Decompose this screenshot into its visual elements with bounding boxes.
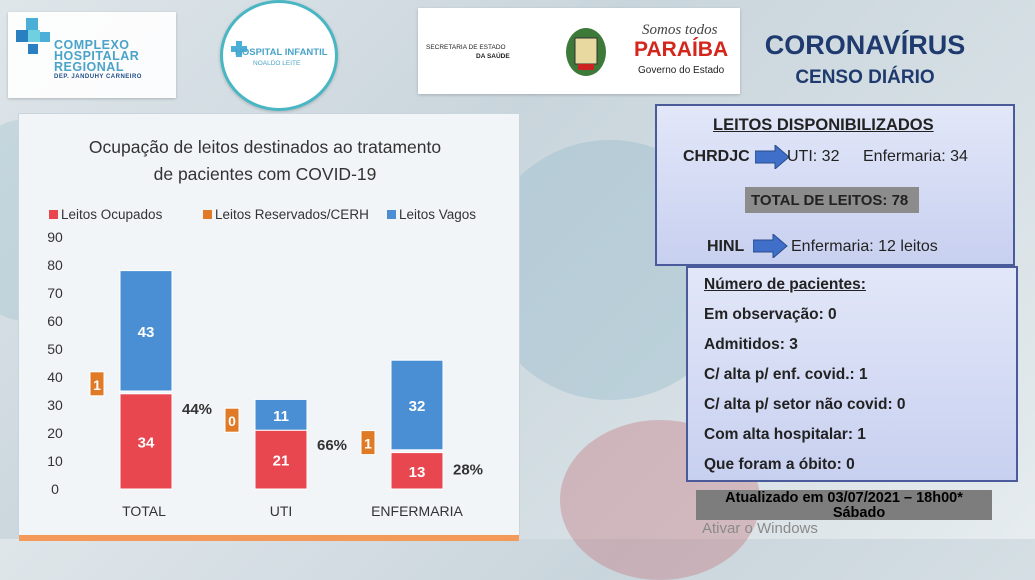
paraiba-text: PARAÍBA [634,38,729,61]
y-tick-label: 30 [47,397,63,413]
y-tick-label: 40 [47,369,63,385]
governo-text: Governo do Estado [638,65,725,76]
y-axis: 0 10 20 30 40 50 60 70 80 90 [47,229,63,497]
bar-occupied [390,452,444,490]
update-day: Sábado [832,505,886,521]
logo1-line2: HOSPITALAR [54,49,140,63]
numero-pacientes-box: Número de pacientes: Em observação: 0 Ad… [686,266,1018,482]
cross-logo-icon [231,41,247,57]
update-banner: Atualizado em 03/07/2021 – 18h00* Sábado [696,490,992,521]
governo-paraiba-logo: SECRETARIA DE ESTADO DA SAÚDE Somos todo… [418,8,740,94]
legend-label: Leitos Reservados/CERH [215,207,369,222]
x-tick-label: UTI [270,503,293,519]
bar-label-reserved: 1 [93,377,101,393]
bar-label-occupied: 21 [273,453,290,470]
y-tick-label: 90 [47,229,63,245]
leitos-disponibilizados-box: LEITOS DISPONIBILIZADOS CHRDJC UTI: 32 E… [655,104,1015,266]
saude-text: DA SAÚDE [476,53,510,60]
x-axis: TOTAL UTI ENFERMARIA [122,503,463,519]
bar-label-vagos: 32 [409,398,426,415]
y-tick-label: 0 [51,481,59,497]
y-tick-label: 50 [47,341,63,357]
bar-label-vagos: 43 [138,324,155,341]
chart-panel: Ocupação de leitos destinados ao tratame… [18,113,520,541]
logo1-line1: COMPLEXO [54,38,130,52]
y-tick-label: 20 [47,425,63,441]
legend-swatch [203,210,212,219]
bar-vagos [119,270,173,392]
patient-stat: Em observação: 0 [704,306,837,323]
bar-occupied [119,393,173,490]
patient-stat: C/ alta p/ enf. covid.: 1 [704,366,868,383]
patient-stat: Com alta hospitalar: 1 [704,426,866,443]
x-tick-label: TOTAL [122,503,166,519]
y-tick-label: 60 [47,313,63,329]
hinl-enfermaria: Enfermaria: 12 leitos [791,238,938,255]
box1-heading: LEITOS DISPONIBILIZADOS [713,116,934,134]
page-subtitle: CENSO DIÁRIO [795,67,935,88]
page-title: CORONAVÍRUS [764,30,966,60]
y-tick-label: 70 [47,285,63,301]
chart-legend: Leitos Ocupados Leitos Reservados/CERH Lei… [49,207,476,222]
patient-stat: Que foram a óbito: 0 [704,456,855,473]
arrow-right-icon [753,234,788,258]
total-leitos-badge [745,187,919,213]
x-tick-label: ENFERMARIA [371,503,463,519]
somos-text: Somos todos [642,22,718,38]
stacked-bar-chart: Ocupação de leitos destinados ao tratame… [47,137,483,519]
legend-swatch [387,210,396,219]
logo1-line4: DEP. JANDUHY CARNEIRO [54,74,142,80]
windows-activation-watermark: Ativar o Windows [702,520,818,537]
bar-reserved [224,407,240,433]
y-tick-label: 80 [47,257,63,273]
percent-label: 28% [453,462,483,479]
logo2-line2: NOALDO LEITE [253,60,301,67]
bar-label-occupied: 13 [409,464,426,481]
bar-label-vagos: 11 [273,408,289,425]
bar-label-occupied: 34 [138,434,155,451]
chart-title-line1: Ocupação de leitos destinados ao tratame… [89,137,441,157]
panel-bottom-strip [19,535,519,541]
legend-label: Leitos Ocupados [61,207,163,222]
logo2-line1: HOSPITAL INFANTIL [235,47,328,58]
secretaria-text: SECRETARIA DE ESTADO [426,44,506,51]
legend-label: Leitos Vagos [399,207,476,222]
uti-count: UTI: 32 [787,148,840,165]
patient-stat: C/ alta p/ setor não covid: 0 [704,396,906,413]
percent-label: 44% [182,401,212,418]
bar-label-reserved: 1 [364,436,372,452]
total-leitos: TOTAL DE LEITOS: 78 [751,192,909,209]
logo1-line3: REGIONAL [54,60,124,74]
percent-label: 66% [317,437,347,454]
bar-label-reserved: 0 [228,413,236,429]
patient-stat: Admitidos: 3 [704,336,798,353]
bar-reserved [89,371,105,397]
bar-vagos [254,398,308,431]
arrow-right-icon [755,145,790,169]
cross-logo-icon [16,18,50,54]
box2-heading: Número de pacientes: [704,276,866,293]
coat-of-arms-icon [566,28,606,76]
bar-occupied [254,429,308,490]
bars: 34 43 1 44% 21 11 0 66% 13 32 1 28% [89,270,483,490]
hinl-label: HINL [707,238,745,255]
update-timestamp: Atualizado em 03/07/2021 – 18h00* [725,490,963,506]
y-tick-label: 10 [47,453,63,469]
legend-swatch [49,210,58,219]
hospital-infantil-logo: HOSPITAL INFANTIL NOALDO LEITE [220,0,338,111]
bar-vagos [390,359,444,451]
bar-reserved [360,430,376,456]
complexo-hospitalar-logo: COMPLEXO HOSPITALAR REGIONAL DEP. JANDUH… [8,12,176,98]
header: CORONAVÍRUS CENSO DIÁRIO [745,30,985,89]
chart-title-line2: de pacientes com COVID-19 [154,164,377,184]
chrdjc-label: CHRDJC [683,148,750,165]
enfermaria-count: Enfermaria: 34 [863,148,968,165]
